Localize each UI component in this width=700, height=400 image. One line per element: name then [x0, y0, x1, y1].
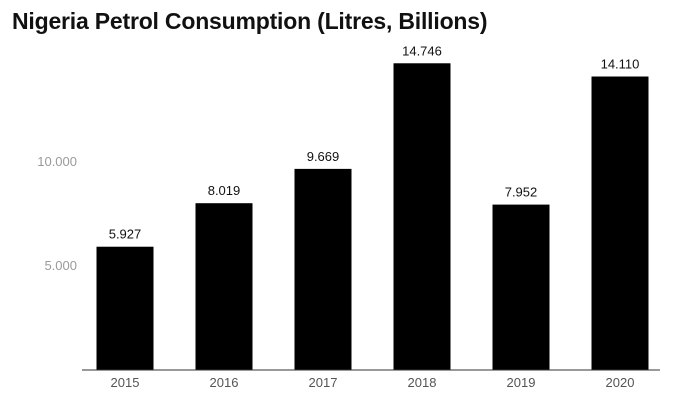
x-tick-label: 2016 [210, 375, 239, 390]
data-label: 8.019 [208, 183, 241, 198]
x-tick-label: 2015 [111, 375, 140, 390]
bar-2016 [195, 203, 253, 370]
x-tick-label: 2020 [606, 375, 635, 390]
data-label: 14.110 [601, 57, 640, 72]
y-tick-label: 5.000 [44, 258, 77, 273]
bar-2019 [492, 204, 550, 370]
y-tick-label: 10.000 [37, 154, 77, 169]
x-tick-label: 2018 [408, 375, 437, 390]
bar-2017 [294, 168, 352, 370]
bar-2015 [96, 246, 154, 370]
data-label: 7.952 [505, 185, 538, 200]
chart-title: Nigeria Petrol Consumption (Litres, Bill… [12, 8, 488, 34]
x-tick-label: 2019 [507, 375, 536, 390]
data-label: 9.669 [307, 149, 340, 164]
bar-2020 [591, 76, 649, 371]
bar-2018 [393, 63, 451, 370]
data-label: 5.927 [109, 227, 142, 242]
x-tick-label: 2017 [309, 375, 338, 390]
data-label: 14.746 [402, 43, 442, 58]
